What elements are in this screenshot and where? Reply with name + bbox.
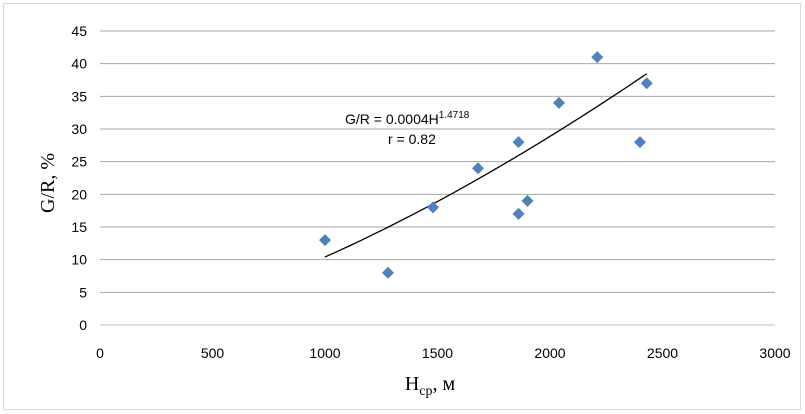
y-tick-label: 15 (71, 219, 87, 235)
data-point (319, 234, 331, 247)
data-points (319, 51, 653, 279)
x-tick-label: 2000 (534, 345, 565, 361)
gridlines (100, 30, 775, 293)
data-point (521, 194, 534, 207)
x-tick-label: 0 (96, 345, 104, 361)
data-point (382, 266, 394, 279)
data-point (427, 201, 439, 214)
y-tick-label: 25 (71, 154, 87, 170)
x-tick-label: 1500 (422, 345, 453, 361)
power-trendline (324, 73, 648, 258)
y-axis-title: G/R, % (37, 153, 59, 213)
x-axis-title-main: H (405, 373, 419, 395)
equation-exponent: 1.4718 (439, 110, 470, 121)
x-axis-title: Hср, м (405, 373, 456, 399)
y-tick-label: 5 (79, 284, 87, 300)
data-point (591, 51, 604, 64)
y-tick-label: 30 (71, 121, 87, 137)
trendline-equation: G/R = 0.0004H1.4718 (345, 110, 470, 127)
equation-base: G/R = 0.0004H (345, 111, 439, 127)
y-tick-label: 20 (71, 186, 87, 202)
data-point (553, 96, 565, 109)
x-tick-label: 2500 (647, 345, 678, 361)
y-tick-label: 45 (71, 23, 87, 39)
y-tick-label: 10 (71, 252, 87, 268)
x-tick-label: 500 (201, 345, 225, 361)
data-point (472, 162, 484, 175)
y-tick-label: 40 (71, 56, 87, 72)
x-axis-title-sub: ср (419, 384, 432, 399)
x-tick-labels: 0 500 1000 1500 2000 2500 3000 (96, 345, 791, 361)
x-tick-label: 3000 (759, 345, 790, 361)
correlation-label: r = 0.82 (388, 131, 436, 147)
y-tick-label: 35 (71, 88, 87, 104)
x-tick-label: 1000 (309, 345, 340, 361)
y-tick-label: 0 (79, 317, 87, 333)
data-point (512, 136, 525, 149)
data-point (640, 77, 653, 90)
x-axis-title-suffix: , м (433, 373, 456, 395)
data-point (634, 136, 646, 149)
y-tick-labels: 0 5 10 15 20 25 30 35 40 45 (71, 23, 87, 333)
data-point (512, 207, 525, 220)
chart-frame (3, 3, 801, 410)
